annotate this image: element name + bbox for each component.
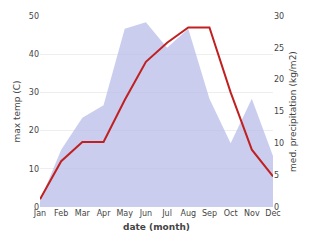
svg-text:Jun: Jun [139,209,153,218]
svg-text:50: 50 [29,12,39,21]
svg-text:max temp (C): max temp (C) [12,80,22,142]
svg-text:May: May [116,209,133,218]
svg-text:30: 30 [29,88,39,97]
svg-text:Jan: Jan [33,209,46,218]
svg-text:20: 20 [274,75,284,84]
svg-text:10: 10 [29,165,39,174]
svg-text:25: 25 [274,44,284,53]
svg-text:Dec: Dec [265,209,280,218]
svg-text:Aug: Aug [180,209,196,218]
svg-text:0: 0 [34,203,39,212]
svg-text:Feb: Feb [54,209,68,218]
svg-text:10: 10 [274,139,284,148]
svg-text:Apr: Apr [97,209,112,218]
svg-text:20: 20 [29,126,39,135]
svg-text:Oct: Oct [224,209,238,218]
svg-text:5: 5 [274,171,279,180]
svg-text:date (month): date (month) [123,222,190,232]
svg-text:30: 30 [274,12,284,21]
svg-text:Sep: Sep [202,209,217,218]
svg-text:Mar: Mar [75,209,91,218]
svg-text:Nov: Nov [244,209,260,218]
svg-text:0: 0 [274,203,279,212]
svg-text:40: 40 [29,50,39,59]
svg-text:med. precipitation (kg/m2): med. precipitation (kg/m2) [288,51,298,172]
svg-text:15: 15 [274,107,284,116]
svg-text:Jul: Jul [161,209,172,218]
